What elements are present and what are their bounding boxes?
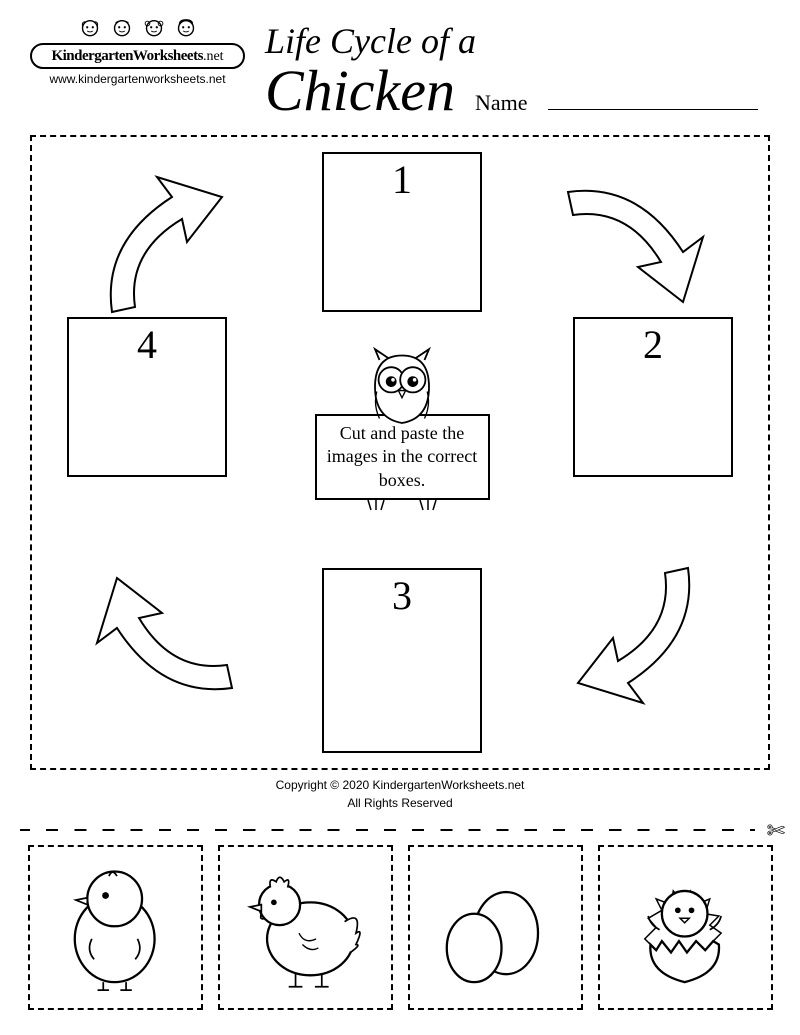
copyright-line1: Copyright © 2020 KindergartenWorksheets.… — [0, 776, 800, 794]
instruction-box: Cut and paste the images in the correct … — [315, 414, 490, 500]
cut-line: ✄ — [20, 820, 780, 840]
name-blank-line[interactable] — [548, 109, 758, 110]
name-label: Name — [475, 90, 528, 116]
logo-area: KindergartenWorksheets.net www.kindergar… — [30, 15, 245, 86]
stage-number: 3 — [392, 573, 412, 618]
scissors-icon: ✄ — [767, 818, 785, 844]
cycle-frame: 1 2 3 4 — [30, 135, 770, 770]
stage-box-3[interactable]: 3 — [322, 568, 482, 753]
stage-box-2[interactable]: 2 — [573, 317, 733, 477]
logo-url: www.kindergartenworksheets.net — [30, 72, 245, 86]
hen-icon — [232, 859, 377, 996]
title-line2-row: Chicken Name — [265, 62, 770, 120]
stage-box-1[interactable]: 1 — [322, 152, 482, 312]
chick-icon — [42, 859, 187, 996]
eggs-icon — [422, 859, 567, 996]
logo-brand-suffix: .net — [203, 49, 224, 64]
logo-kids-row — [32, 17, 243, 45]
logo-brand-text: KindergartenWorksheets — [51, 48, 203, 64]
hatching-icon — [612, 859, 757, 996]
kid-icon — [108, 17, 136, 45]
cut-dashes — [20, 829, 755, 831]
owl-mascot: Cut and paste the images in the correct … — [312, 342, 492, 512]
arrow-icon — [553, 167, 713, 327]
stage-number: 4 — [137, 322, 157, 367]
cutout-hen[interactable] — [218, 845, 393, 1010]
kid-icon — [76, 17, 104, 45]
arrow-icon — [87, 167, 247, 327]
cutouts-row — [25, 845, 775, 1010]
stage-number: 1 — [392, 157, 412, 202]
cutout-eggs[interactable] — [408, 845, 583, 1010]
title-area: Life Cycle of a Chicken Name — [265, 15, 770, 120]
stage-number: 2 — [643, 322, 663, 367]
kid-icon — [140, 17, 168, 45]
title-line1: Life Cycle of a — [265, 20, 770, 62]
cutout-chick[interactable] — [28, 845, 203, 1010]
stage-box-4[interactable]: 4 — [67, 317, 227, 477]
copyright-line2: All Rights Reserved — [0, 794, 800, 812]
arrow-icon — [87, 553, 247, 713]
arrow-icon — [553, 553, 713, 713]
instruction-text: Cut and paste the images in the correct … — [327, 423, 477, 490]
kid-icon — [172, 17, 200, 45]
logo-box: KindergartenWorksheets.net — [30, 43, 245, 69]
title-line2: Chicken — [265, 62, 455, 120]
cutout-hatching[interactable] — [598, 845, 773, 1010]
worksheet-header: KindergartenWorksheets.net www.kindergar… — [0, 0, 800, 125]
owl-feet — [312, 498, 492, 512]
copyright-block: Copyright © 2020 KindergartenWorksheets.… — [0, 776, 800, 812]
